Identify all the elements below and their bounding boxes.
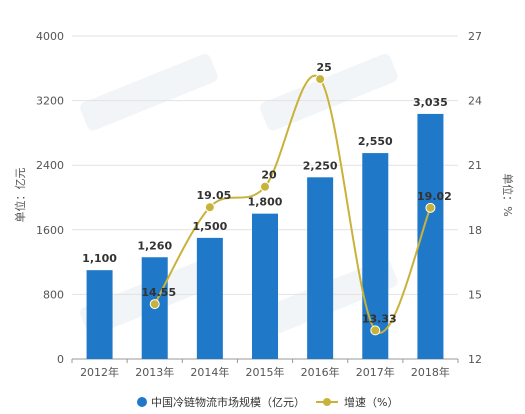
growth-value-label: 14.55 — [141, 286, 176, 299]
growth-point — [315, 74, 326, 85]
bar — [86, 270, 113, 359]
bar-value-label: 1,500 — [192, 220, 227, 233]
growth-point — [149, 299, 160, 310]
growth-point — [425, 202, 436, 213]
left-axis-title: 单位：亿元 — [13, 168, 27, 223]
growth-value-label: 19.05 — [196, 189, 231, 202]
bar-value-label: 1,260 — [137, 239, 172, 252]
bar — [196, 237, 223, 359]
watermark-band-0 — [80, 53, 218, 131]
legend-line-label: 增速（%） — [344, 395, 398, 409]
left-tick-label: 800 — [43, 288, 64, 301]
legend-bar-swatch — [137, 397, 147, 407]
bar-series — [86, 113, 444, 359]
right-tick-label: 15 — [468, 288, 482, 301]
x-tick-label: 2016年 — [301, 365, 340, 379]
right-tick-label: 21 — [468, 159, 482, 172]
left-axis-ticks: 0 800 1600 2400 3200 4000 — [36, 30, 64, 366]
right-tick-label: 27 — [468, 30, 482, 43]
growth-point — [204, 202, 215, 213]
bar — [307, 177, 334, 359]
growth-value-label: 13.33 — [362, 312, 397, 325]
x-tick-label: 2013年 — [135, 365, 174, 379]
bar-value-label: 2,250 — [303, 159, 338, 172]
right-tick-label: 12 — [468, 353, 482, 366]
bar — [362, 153, 389, 359]
legend-bar-label: 中国冷链物流市场规模（亿元） — [151, 395, 305, 409]
right-tick-label: 18 — [468, 224, 482, 237]
bar-value-label: 3,035 — [413, 96, 448, 109]
growth-point — [260, 181, 270, 192]
data-labels: 1,100 1,260 1,500 1,800 2,250 2,550 3,035 14.55… — [82, 61, 452, 325]
growth-value-label: 25 — [316, 61, 331, 74]
legend-line-marker — [323, 398, 331, 406]
right-axis-title: 单位：% — [501, 173, 515, 216]
x-tick-label: 2017年 — [356, 365, 395, 379]
x-tick-label: 2018年 — [411, 365, 450, 379]
left-tick-label: 0 — [57, 353, 64, 366]
bar-value-label: 1,100 — [82, 252, 117, 265]
bar-value-label: 1,800 — [248, 196, 283, 209]
x-tick-label: 2014年 — [190, 365, 229, 379]
right-axis-ticks: 12 15 18 21 24 27 — [468, 30, 482, 366]
legend: 中国冷链物流市场规模（亿元） 增速（%） — [137, 395, 398, 409]
bar — [252, 213, 278, 359]
left-tick-label: 2400 — [36, 159, 64, 172]
x-axis-ticks: 2012年 2013年 2014年 2015年 2016年 2017年 2018年 — [71, 359, 459, 379]
bar-value-label: 2,550 — [358, 135, 393, 148]
x-tick-label: 2012年 — [80, 365, 119, 379]
left-tick-label: 4000 — [36, 30, 64, 43]
left-tick-label: 1600 — [36, 224, 64, 237]
x-tick-label: 2015年 — [246, 365, 285, 379]
left-tick-label: 3200 — [36, 95, 64, 108]
right-tick-label: 24 — [468, 95, 482, 108]
growth-point — [370, 325, 381, 336]
growth-value-label: 19.02 — [417, 190, 452, 203]
growth-value-label: 20 — [261, 169, 277, 182]
growth-line-series — [149, 74, 436, 336]
